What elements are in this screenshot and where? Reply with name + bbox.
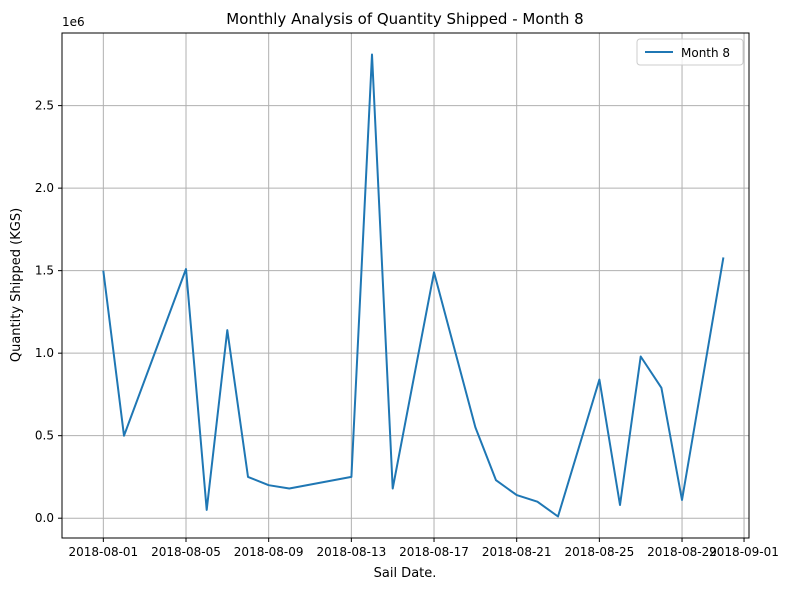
y-tick-label: 2.0	[35, 181, 54, 195]
x-axis-ticks: 2018-08-01 2018-08-05 2018-08-09 2018-08-13…	[68, 538, 779, 559]
x-axis-label: Sail Date.	[374, 566, 437, 581]
x-tick-label: 2018-08-21	[482, 545, 552, 559]
x-tick-label: 2018-08-29	[647, 545, 717, 559]
legend-box	[636, 38, 744, 66]
y-axis-ticks: 0.0 0.5 1.0 1.5 2.0 2.5	[35, 99, 62, 525]
y-tick-label: 0.5	[35, 429, 54, 443]
x-tick-label: 2018-08-25	[564, 545, 634, 559]
x-tick-label: 2018-08-09	[234, 545, 304, 559]
x-tick-label: 2018-08-05	[151, 545, 221, 559]
y-tick-label: 0.0	[35, 511, 54, 525]
x-tick-label: 2018-08-17	[399, 545, 469, 559]
grid	[62, 33, 749, 538]
legend-label: Month 8	[681, 46, 730, 60]
y-tick-label: 1.0	[35, 346, 54, 360]
y-tick-label: 1.5	[35, 264, 54, 278]
y-scale-label: 1e6	[62, 15, 85, 29]
chart-title: Monthly Analysis of Quantity Shipped - M…	[226, 10, 583, 28]
x-tick-label: 2018-09-01	[709, 545, 779, 559]
plot-frame	[61, 32, 750, 539]
legend: Month 8	[636, 38, 744, 66]
y-axis-label: Quantity Shipped (KGS)	[9, 208, 24, 362]
y-tick-label: 2.5	[35, 99, 54, 113]
series-group	[102, 53, 725, 518]
x-tick-label: 2018-08-01	[68, 545, 138, 559]
series-line-month-8	[102, 53, 725, 518]
x-tick-label: 2018-08-13	[316, 545, 386, 559]
